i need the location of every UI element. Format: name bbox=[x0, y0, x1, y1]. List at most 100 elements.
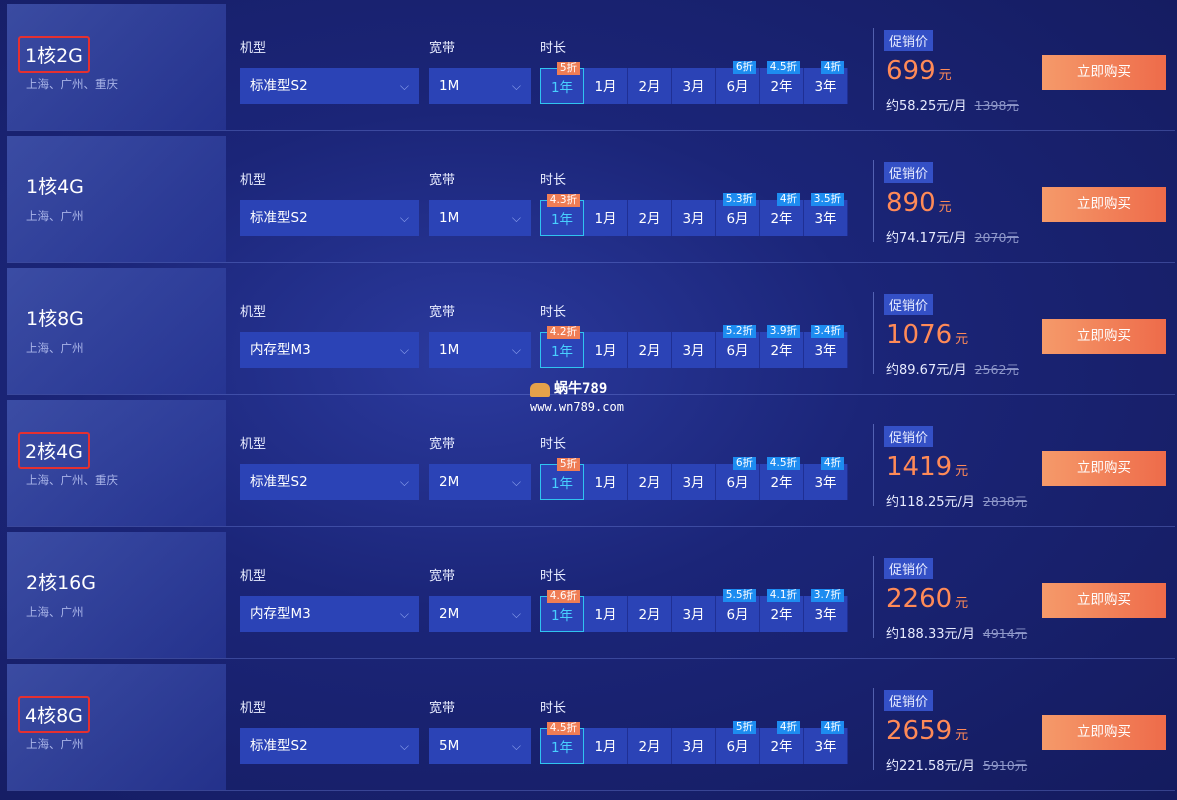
duration-label-1y: 1年 bbox=[550, 476, 574, 492]
duration-2m[interactable]: 2月 bbox=[628, 728, 672, 764]
duration-label-3y: 3年 bbox=[814, 607, 837, 623]
duration-3m[interactable]: 3月 bbox=[672, 332, 716, 368]
divider bbox=[873, 28, 874, 110]
duration-label-2y: 2年 bbox=[770, 211, 793, 227]
bandwidth-value: 1M bbox=[439, 78, 460, 94]
model-value: 内存型M3 bbox=[250, 342, 311, 358]
duration-2y[interactable]: 3.9折 2年 bbox=[760, 325, 804, 368]
discount-badge: 5.5折 bbox=[722, 589, 756, 602]
duration-1y[interactable]: 4.3折 1年 bbox=[540, 194, 584, 236]
bandwidth-label: 宽带 bbox=[429, 41, 456, 56]
duration-1m[interactable]: 1月 bbox=[584, 596, 628, 632]
bandwidth-select[interactable]: 5M ⌵ bbox=[429, 728, 531, 764]
model-select[interactable]: 标准型S2 ⌵ bbox=[240, 728, 419, 764]
duration-3m[interactable]: 3月 bbox=[672, 200, 716, 236]
buy-now-button[interactable]: 立即购买 bbox=[1042, 451, 1166, 486]
product-row: 1核4G 上海、广州 机型 宽带 时长 标准型S2 ⌵ 1M ⌵ 4.3折 1年 1月… bbox=[7, 136, 1175, 263]
duration-label-2y: 2年 bbox=[770, 79, 793, 95]
duration-1m[interactable]: 1月 bbox=[584, 332, 628, 368]
spec-title: 1核8G bbox=[26, 308, 84, 330]
duration-2m[interactable]: 2月 bbox=[628, 332, 672, 368]
discount-badge: 4折 bbox=[776, 721, 800, 734]
duration-2y[interactable]: 4.5折 2年 bbox=[760, 457, 804, 500]
bandwidth-select[interactable]: 1M ⌵ bbox=[429, 200, 531, 236]
buy-now-button[interactable]: 立即购买 bbox=[1042, 187, 1166, 222]
price-value: 1419 bbox=[886, 452, 953, 482]
duration-label-6m: 6月 bbox=[726, 211, 749, 227]
chevron-down-icon: ⌵ bbox=[399, 607, 409, 621]
duration-1m[interactable]: 1月 bbox=[584, 728, 628, 764]
duration-2y[interactable]: 4.1折 2年 bbox=[760, 589, 804, 632]
duration-label-2y: 2年 bbox=[770, 607, 793, 623]
duration-3y[interactable]: 3.7折 3年 bbox=[804, 589, 848, 632]
buy-now-button[interactable]: 立即购买 bbox=[1042, 55, 1166, 90]
duration-2y[interactable]: 4折 2年 bbox=[760, 721, 804, 764]
duration-6m[interactable]: 5折 6月 bbox=[716, 721, 760, 764]
duration-3m[interactable]: 3月 bbox=[672, 464, 716, 500]
duration-3y[interactable]: 4折 3年 bbox=[804, 61, 848, 104]
duration-3m[interactable]: 3月 bbox=[672, 728, 716, 764]
duration-1y[interactable]: 5折 1年 bbox=[540, 62, 584, 104]
duration-2m[interactable]: 2月 bbox=[628, 68, 672, 104]
duration-label-3m: 3月 bbox=[682, 211, 705, 227]
duration-6m[interactable]: 6折 6月 bbox=[716, 61, 760, 104]
duration-3y[interactable]: 4折 3年 bbox=[804, 457, 848, 500]
model-select[interactable]: 内存型M3 ⌵ bbox=[240, 596, 419, 632]
duration-2y[interactable]: 4折 2年 bbox=[760, 193, 804, 236]
bandwidth-select[interactable]: 1M ⌵ bbox=[429, 332, 531, 368]
spec-panel: 2核4G 上海、广州、重庆 bbox=[7, 400, 226, 526]
monthly-value: 约221.58元/月 bbox=[886, 759, 975, 774]
duration-6m[interactable]: 5.2折 6月 bbox=[716, 325, 760, 368]
model-select[interactable]: 内存型M3 ⌵ bbox=[240, 332, 419, 368]
discount-badge: 5折 bbox=[556, 458, 580, 471]
duration-1m[interactable]: 1月 bbox=[584, 200, 628, 236]
model-select[interactable]: 标准型S2 ⌵ bbox=[240, 464, 419, 500]
duration-6m[interactable]: 5.5折 6月 bbox=[716, 589, 760, 632]
duration-3y[interactable]: 3.4折 3年 bbox=[804, 325, 848, 368]
price: 1076 元 bbox=[886, 320, 968, 350]
spec-panel: 1核2G 上海、广州、重庆 bbox=[7, 4, 226, 130]
watermark-title: 蜗牛789 bbox=[554, 381, 608, 397]
bandwidth-select[interactable]: 1M ⌵ bbox=[429, 68, 531, 104]
duration-2m[interactable]: 2月 bbox=[628, 200, 672, 236]
duration-6m[interactable]: 5.3折 6月 bbox=[716, 193, 760, 236]
duration-3m[interactable]: 3月 bbox=[672, 596, 716, 632]
duration-3y[interactable]: 4折 3年 bbox=[804, 721, 848, 764]
duration-label-2m: 2月 bbox=[638, 607, 661, 623]
duration-3m[interactable]: 3月 bbox=[672, 68, 716, 104]
regions: 上海、广州 bbox=[26, 209, 84, 223]
divider bbox=[873, 160, 874, 242]
discount-badge: 3.7折 bbox=[810, 589, 844, 602]
duration-1y[interactable]: 4.2折 1年 bbox=[540, 326, 584, 368]
duration-2m[interactable]: 2月 bbox=[628, 596, 672, 632]
duration-2m[interactable]: 2月 bbox=[628, 464, 672, 500]
duration-1y[interactable]: 4.5折 1年 bbox=[540, 722, 584, 764]
price-value: 890 bbox=[886, 188, 936, 218]
bandwidth-select[interactable]: 2M ⌵ bbox=[429, 596, 531, 632]
duration-1m[interactable]: 1月 bbox=[584, 464, 628, 500]
duration-1y[interactable]: 5折 1年 bbox=[540, 458, 584, 500]
duration-label-2y: 2年 bbox=[770, 343, 793, 359]
snail-logo-icon bbox=[530, 383, 550, 397]
bandwidth-select[interactable]: 2M ⌵ bbox=[429, 464, 531, 500]
model-select[interactable]: 标准型S2 ⌵ bbox=[240, 68, 419, 104]
duration-3y[interactable]: 3.5折 3年 bbox=[804, 193, 848, 236]
original-price: 5910元 bbox=[982, 758, 1028, 773]
discount-badge: 4折 bbox=[820, 721, 844, 734]
regions: 上海、广州 bbox=[26, 341, 84, 355]
duration-1y[interactable]: 4.6折 1年 bbox=[540, 590, 584, 632]
buy-now-button[interactable]: 立即购买 bbox=[1042, 583, 1166, 618]
duration-2y[interactable]: 4.5折 2年 bbox=[760, 61, 804, 104]
duration-6m[interactable]: 6折 6月 bbox=[716, 457, 760, 500]
model-select[interactable]: 标准型S2 ⌵ bbox=[240, 200, 419, 236]
product-row: 4核8G 上海、广州 机型 宽带 时长 标准型S2 ⌵ 5M ⌵ 4.5折 1年 1月… bbox=[7, 664, 1175, 791]
duration-1m[interactable]: 1月 bbox=[584, 68, 628, 104]
product-row: 2核16G 上海、广州 机型 宽带 时长 内存型M3 ⌵ 2M ⌵ 4.6折 1年 1… bbox=[7, 532, 1175, 659]
price-unit: 元 bbox=[955, 332, 969, 347]
buy-now-button[interactable]: 立即购买 bbox=[1042, 319, 1166, 354]
chevron-down-icon: ⌵ bbox=[399, 739, 409, 753]
buy-now-button[interactable]: 立即购买 bbox=[1042, 715, 1166, 750]
divider bbox=[873, 556, 874, 638]
bandwidth-label: 宽带 bbox=[429, 437, 456, 452]
chevron-down-icon: ⌵ bbox=[399, 79, 409, 93]
